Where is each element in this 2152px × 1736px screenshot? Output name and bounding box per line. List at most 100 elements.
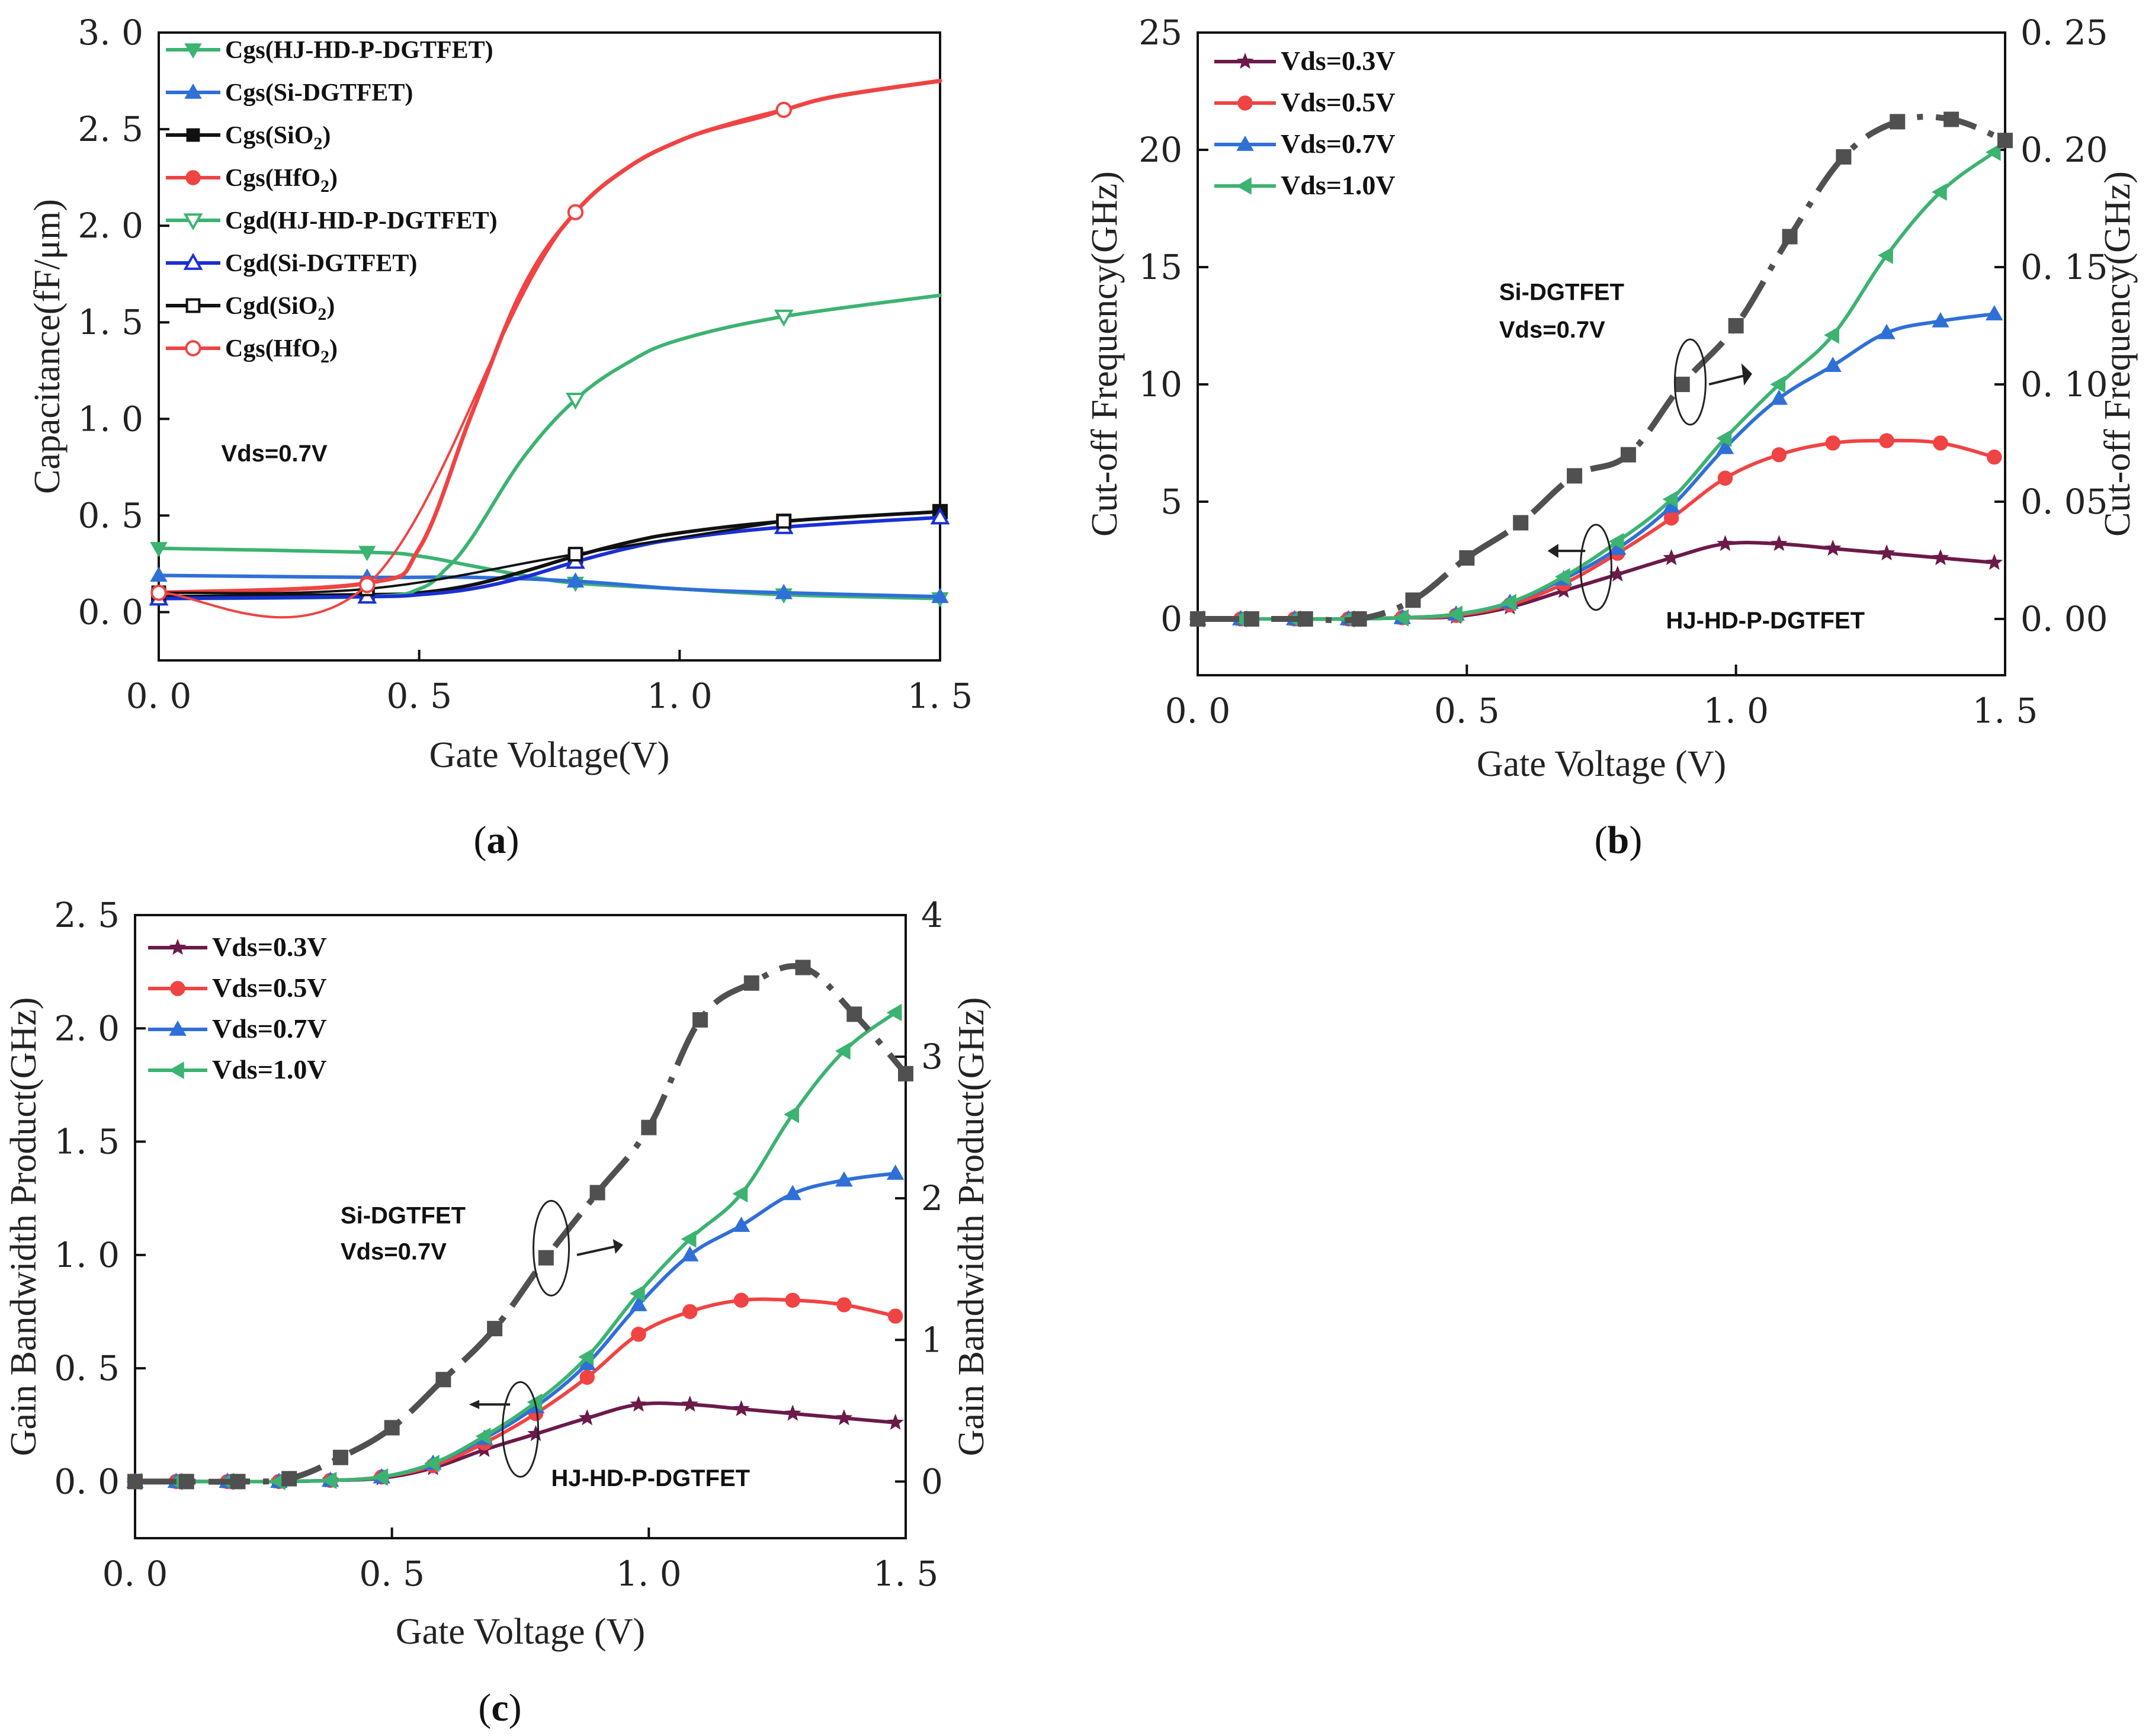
data-point	[886, 1164, 905, 1180]
series-line	[133, 1297, 897, 1484]
data-point	[775, 101, 792, 118]
legend-label: Cgs(Si-DGTFET)	[225, 79, 413, 107]
legend-text: Vds=0.7V	[1281, 129, 1396, 159]
annotation: Si-DGTFET	[341, 1202, 466, 1228]
data-point	[1878, 544, 1896, 561]
y-tick-label: 0. 5	[54, 1348, 120, 1388]
series-line	[133, 1172, 897, 1484]
legend-label: Vds=0.3V	[1281, 46, 1396, 76]
data-point	[1932, 312, 1949, 328]
y-tick-label: 2. 0	[54, 1008, 120, 1048]
y-right-tick-label: 0. 10	[2020, 364, 2108, 405]
data-point	[1878, 246, 1893, 264]
data-point	[1662, 490, 1678, 508]
data-point	[1824, 326, 1839, 344]
data-point	[846, 1006, 862, 1022]
legend-marker	[185, 340, 201, 357]
data-point	[898, 1066, 913, 1082]
data-point	[629, 1285, 645, 1302]
panel-label-letter: b	[1608, 819, 1630, 862]
legend-text: (HfO	[265, 335, 320, 362]
data-point	[1933, 435, 1948, 451]
panel-label: (b)	[1595, 819, 1643, 862]
legend-marker	[170, 981, 185, 996]
data-point	[681, 1246, 699, 1262]
legend-marker	[168, 1061, 184, 1079]
data-point	[1513, 515, 1529, 531]
legend-label: Cgs(HfO2)	[225, 335, 338, 367]
data-point	[1554, 567, 1570, 586]
data-point	[785, 1292, 800, 1308]
data-point	[681, 1230, 697, 1248]
data-point	[631, 1327, 646, 1342]
data-point	[538, 1250, 554, 1266]
data-point	[578, 1348, 594, 1366]
arrow-head	[1741, 363, 1752, 386]
legend-label: Cgs(HfO2)	[225, 165, 338, 196]
data-point	[1297, 611, 1313, 627]
data-point	[1717, 535, 1734, 551]
x-tick-label: 1. 0	[647, 676, 713, 716]
chart-panel-a: 0. 0 0. 5 1. 0 1. 5 0. 0 0. 5 1. 0 1. 5 2. 0 2. 5…	[27, 12, 973, 862]
x-axis-label: Gate Voltage(V)	[429, 735, 670, 775]
callout-ellipse	[1579, 524, 1612, 611]
y-axis-label: Gain Bandwidth Product(GHz)	[4, 997, 44, 1456]
legend-marker	[1237, 95, 1253, 111]
x-tick-label: 1. 0	[1703, 691, 1769, 731]
legend-label: Cgd(SiO2)	[225, 293, 335, 324]
x-tick-label: 0. 5	[386, 676, 452, 716]
data-point	[150, 566, 168, 582]
data-point	[681, 1395, 699, 1412]
legend-text: Vds=1.0V	[1281, 170, 1396, 200]
data-point	[487, 1321, 503, 1337]
y-tick-label: 1. 0	[78, 399, 143, 439]
data-point	[784, 1404, 801, 1421]
legend-tail: )	[326, 293, 335, 320]
y-axis-label: Capacitance(fF/μm)	[27, 199, 68, 494]
legend-text: (SiO	[265, 122, 314, 149]
data-point	[733, 1292, 749, 1308]
x-tick-label: 1. 5	[1973, 691, 2038, 731]
data-point	[1782, 229, 1798, 245]
data-point	[733, 1400, 750, 1417]
data-point	[835, 1042, 851, 1060]
legend-prefix: Cgd	[225, 207, 270, 235]
data-point	[930, 507, 950, 525]
legend-subscript: 2	[313, 134, 322, 153]
legend-text: Vds=0.3V	[1281, 46, 1396, 76]
data-point	[1663, 510, 1679, 526]
data-point	[566, 392, 585, 410]
legend-prefix: Cgd	[225, 250, 270, 277]
series-vds-0-5v	[1190, 433, 2002, 627]
y-tick-label: 15	[1138, 247, 1182, 287]
panel-label-open: (	[478, 1686, 491, 1729]
y-tick-label: 1. 5	[54, 1122, 120, 1162]
data-point	[1716, 438, 1734, 454]
data-point	[150, 542, 168, 557]
data-point	[150, 585, 167, 601]
data-point	[836, 1297, 852, 1313]
legend-label: Vds=0.7V	[212, 1013, 327, 1044]
legend-marker	[184, 43, 202, 59]
legend-prefix: Cgd	[225, 293, 270, 320]
chart-panel-c: 0. 0 0. 5 1. 0 1. 5 0. 0 0. 5 1. 0 1. 5 2. 0 2. 5…	[4, 895, 992, 1729]
legend-text: (Si-DGTFET)	[270, 250, 418, 277]
legend-marker	[186, 128, 200, 142]
data-point	[127, 1474, 143, 1490]
x-tick-label: 0. 0	[126, 676, 192, 716]
y-right-axis-label: Cut-off Frequency(GHz)	[2098, 171, 2138, 537]
callout-arrow	[576, 1244, 618, 1256]
legend-label: Vds=0.3V	[212, 932, 327, 962]
legend-prefix: Cgs	[225, 335, 265, 362]
data-point	[732, 1217, 751, 1232]
data-point	[566, 572, 585, 588]
y-tick-label: 0. 0	[54, 1461, 120, 1501]
legend-subscript: 2	[320, 347, 329, 367]
legend-marker	[184, 83, 202, 99]
data-point	[931, 588, 949, 604]
panel-label-open: (	[474, 819, 487, 862]
legend-marker	[1236, 135, 1254, 151]
y-tick-label: 5	[1160, 482, 1182, 522]
series-line	[1196, 150, 1996, 621]
legend-text: Vds=0.5V	[212, 973, 327, 1003]
